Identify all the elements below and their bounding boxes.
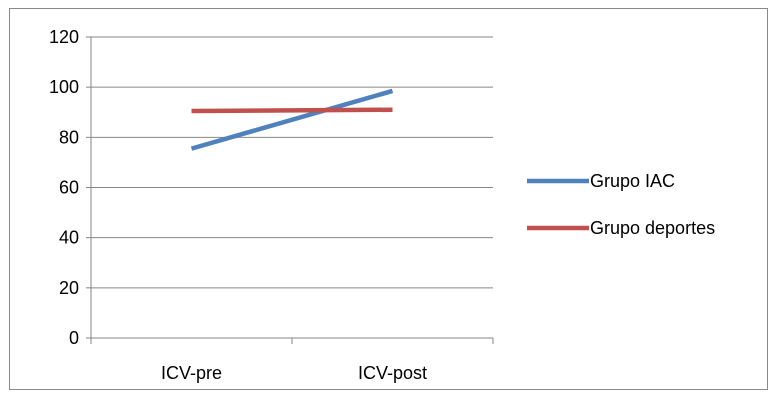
y-tick-label: 60 xyxy=(59,178,79,198)
y-tick-label: 80 xyxy=(59,127,79,147)
y-tick-label: 0 xyxy=(69,328,79,348)
legend: Grupo IAC Grupo deportes xyxy=(527,171,715,238)
y-tick-label: 120 xyxy=(49,27,79,47)
legend-label: Grupo IAC xyxy=(590,171,675,191)
y-tick-label: 40 xyxy=(59,228,79,248)
x-tick-label: ICV-pre xyxy=(161,363,222,383)
series-line-grupo-iac xyxy=(190,88,394,151)
legend-label: Grupo deportes xyxy=(590,218,715,238)
y-tick-label: 100 xyxy=(49,77,79,97)
chart-frame xyxy=(9,8,768,390)
series-lines xyxy=(190,88,394,151)
gridlines xyxy=(91,36,493,289)
series-line-grupo-deportes xyxy=(191,107,393,114)
axes: 0 20 40 60 80 100 120 ICV-pre ICV-post xyxy=(49,27,494,383)
y-tick-label: 20 xyxy=(59,278,79,298)
x-tick-label: ICV-post xyxy=(358,363,427,383)
